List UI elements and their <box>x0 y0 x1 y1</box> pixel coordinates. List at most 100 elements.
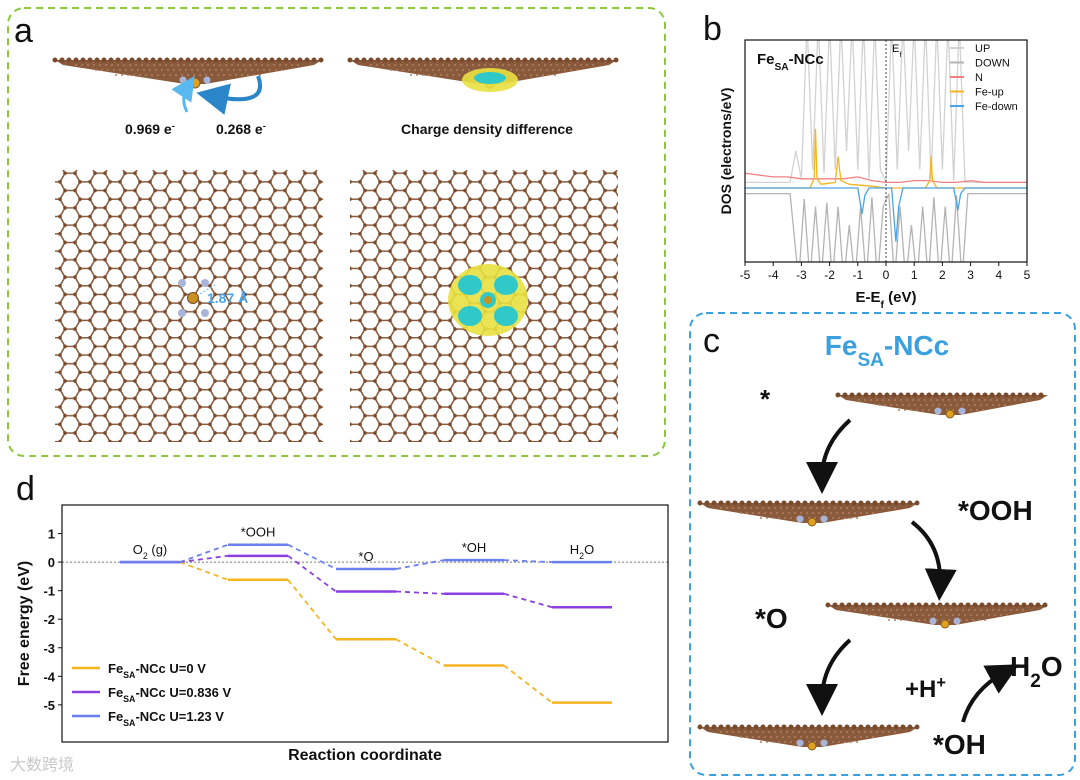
n-atom <box>820 515 828 523</box>
legend-label: DOWN <box>975 58 1010 70</box>
legend-label: Fe-down <box>975 101 1018 113</box>
x-tick-label: -3 <box>796 268 807 282</box>
fe-atom <box>945 409 955 419</box>
sheet-body <box>55 60 322 84</box>
n-atom <box>953 617 961 625</box>
sheet-body <box>828 605 1048 625</box>
category-label: *OH <box>462 540 487 555</box>
connector <box>287 543 337 570</box>
n-atom <box>958 407 966 415</box>
legend-label: UP <box>975 43 990 55</box>
connector <box>395 559 445 570</box>
connector <box>287 555 337 593</box>
product-label: H2O <box>1010 651 1063 692</box>
text-part: SA <box>775 62 790 73</box>
charge-label: 0.969 e- <box>125 121 175 138</box>
state-label: *OH <box>933 729 986 760</box>
text-part: *O <box>358 549 373 564</box>
category-label: H2O <box>570 542 594 561</box>
arrow <box>196 75 262 115</box>
n-atom <box>203 76 211 84</box>
text-part: -NCc U=0 V <box>135 661 206 676</box>
charge-density-blob <box>448 264 528 336</box>
connector <box>179 554 229 564</box>
x-tick-label: 1 <box>911 268 918 282</box>
connector <box>287 579 337 640</box>
text-part: H <box>570 542 579 557</box>
connector <box>503 592 553 609</box>
x-tick-label: 5 <box>1024 268 1031 282</box>
text-part: -NCc U=1.23 V <box>135 709 224 724</box>
state-label: * <box>760 384 771 414</box>
x-tick-label: 3 <box>967 268 974 282</box>
n-atom <box>934 407 942 415</box>
legend-label: FeSA-NCc U=0.836 V <box>108 685 232 704</box>
x-tick-label: -4 <box>768 268 779 282</box>
text-part: O <box>584 542 594 557</box>
sheet-body <box>700 503 918 523</box>
text-part: SA <box>123 718 136 728</box>
text-part: SA <box>123 694 136 704</box>
text-part: SA <box>123 670 136 680</box>
arrow <box>961 664 1020 723</box>
n-atom <box>929 617 937 625</box>
y-tick-label: -1 <box>43 584 55 599</box>
sheet-body <box>700 727 918 747</box>
legend-label: FeSA-NCc U=1.23 V <box>108 709 224 728</box>
text-part: 2 <box>1030 671 1041 692</box>
y-tick-label: -4 <box>43 669 55 684</box>
n-atom <box>820 739 828 747</box>
category-label: *O <box>358 549 373 564</box>
text-part: O <box>1041 651 1063 682</box>
arrow <box>910 520 957 601</box>
connector <box>395 590 445 595</box>
x-tick-label: -1 <box>852 268 863 282</box>
text-part: f <box>899 50 902 59</box>
text-part: E-E <box>856 289 881 306</box>
dos-line <box>745 187 1027 242</box>
text-part: 0.969 e <box>125 121 172 137</box>
x-tick-label: 4 <box>995 268 1002 282</box>
panel-label: b <box>703 10 722 48</box>
y-axis-label: DOS (electrons/eV) <box>718 88 734 215</box>
y-tick-label: 1 <box>48 527 55 542</box>
text-part: f <box>881 300 885 311</box>
fe-atom <box>807 517 817 527</box>
text-part: -NCc <box>884 330 949 361</box>
dos-line <box>745 192 1027 262</box>
x-axis-label: E-Ef (eV) <box>856 289 917 311</box>
fermi-label: Ef <box>892 43 902 59</box>
connector <box>395 638 445 667</box>
text-part: 2 <box>143 551 148 561</box>
proton-label: +H+ <box>905 674 946 703</box>
panel-c-frame <box>689 312 1076 776</box>
category-label: *OOH <box>241 525 276 540</box>
text-part: *OH <box>462 540 487 555</box>
fe-atom <box>940 619 950 629</box>
fe-site <box>178 279 216 317</box>
legend-label: N <box>975 72 983 84</box>
plot-area <box>745 40 1027 262</box>
arrow <box>171 76 195 113</box>
text-part: Fe <box>757 51 775 68</box>
x-axis-label: Reaction coordinate <box>288 747 442 764</box>
text-part: Fe <box>108 661 123 676</box>
state-label: *OOH <box>958 495 1033 526</box>
legend-label: FeSA-NCc U=0 V <box>108 661 206 680</box>
chart-title: FeSA-NCc <box>757 51 824 73</box>
connector <box>179 543 229 563</box>
text-part: H <box>1010 651 1030 682</box>
dos-line <box>745 172 1027 184</box>
dos-line <box>745 40 1027 184</box>
panel-label: d <box>16 470 35 508</box>
text-part: Fe <box>108 709 123 724</box>
charge-label: 0.268 e- <box>216 121 266 138</box>
connector <box>503 559 553 564</box>
arrow <box>806 638 852 716</box>
x-tick-label: 0 <box>883 268 890 282</box>
x-tick-label: -2 <box>824 268 835 282</box>
n-atom <box>796 515 804 523</box>
text-part: -NCc <box>789 51 824 68</box>
panel-c-title: FeSA-NCc <box>825 330 949 371</box>
